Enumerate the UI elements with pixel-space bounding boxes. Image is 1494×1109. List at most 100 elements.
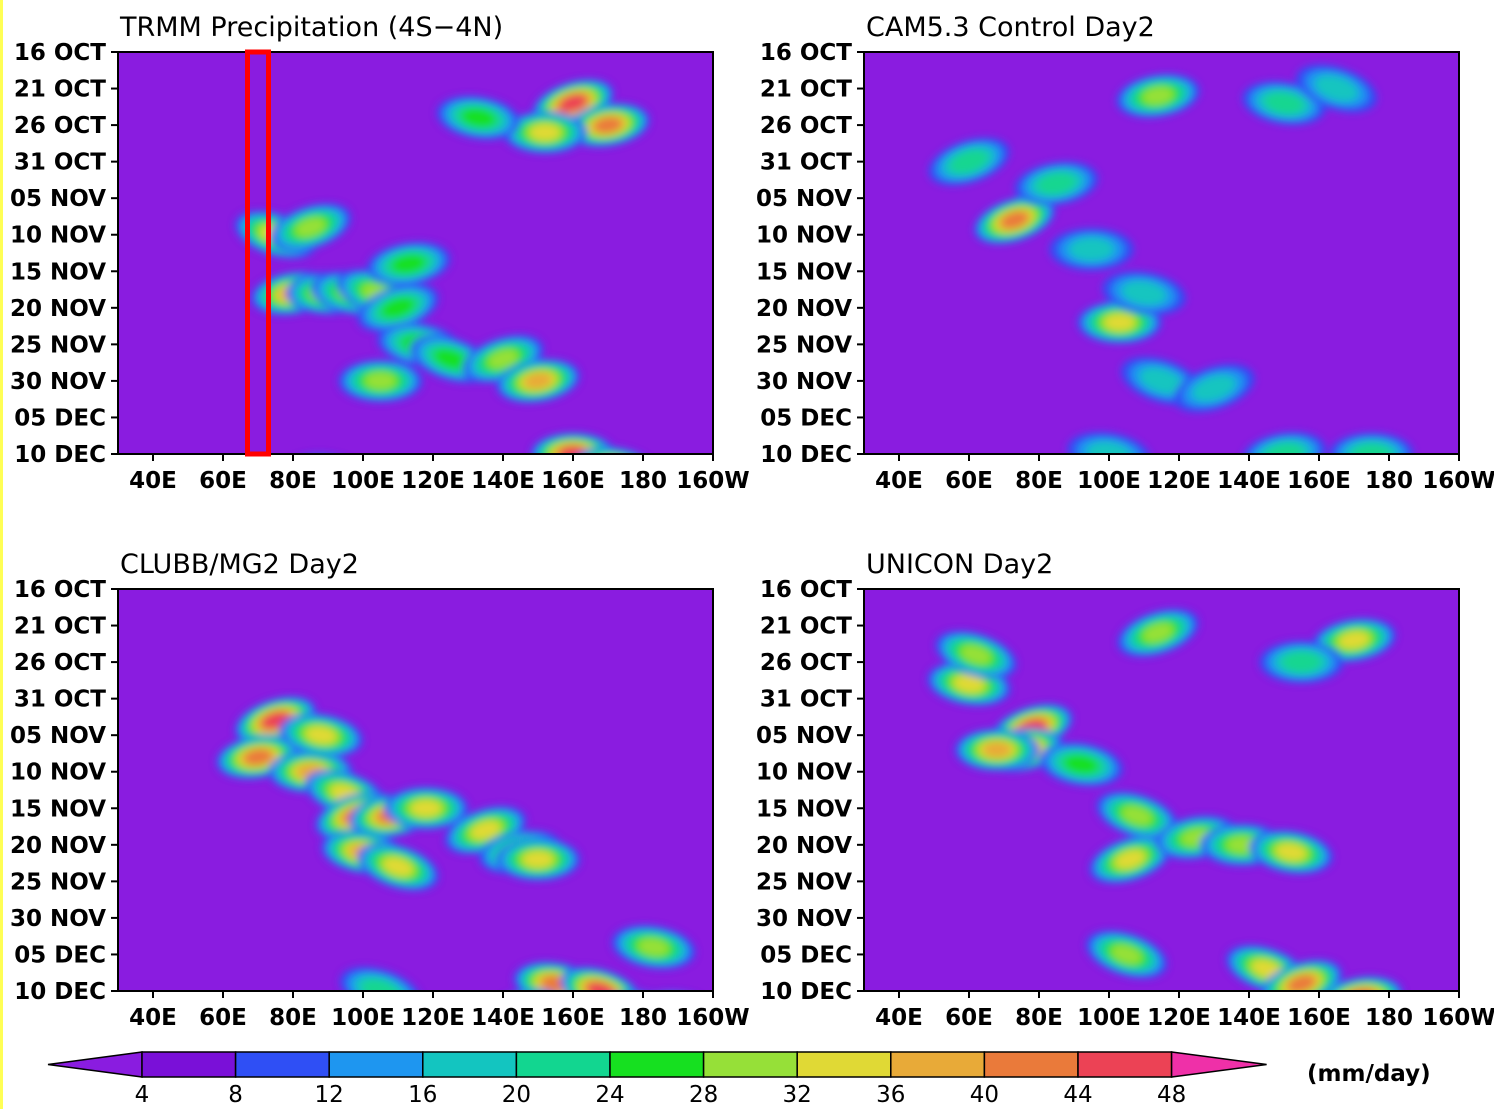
x-tick-label: 160W (676, 468, 749, 494)
precip-cell (1252, 960, 1281, 979)
x-tick-label: 160W (1422, 1005, 1494, 1031)
panel-title: TRMM Precipitation (4S−4N) (119, 12, 503, 43)
colorbar-label: 12 (315, 1082, 344, 1108)
y-tick-label: 26 OCT (14, 650, 106, 676)
precip-cell (1037, 172, 1076, 195)
y-tick-label: 16 OCT (760, 577, 852, 603)
x-tick-label: 180 (619, 1005, 667, 1031)
precip-cell (637, 938, 670, 957)
y-tick-label: 25 NOV (10, 332, 106, 358)
precip-cell (471, 821, 500, 840)
precip-field (927, 609, 1403, 991)
x-tick-label: 140E (471, 1005, 535, 1031)
colorbar-swatch (422, 1051, 518, 1078)
precip-cell (1063, 754, 1099, 775)
colorbar-swatch (983, 1051, 1079, 1078)
x-tick-label: 140E (1217, 1005, 1281, 1031)
precip-cell (361, 979, 400, 991)
precip-cell (983, 741, 1011, 758)
x-tick-label: 100E (1077, 468, 1141, 494)
highlight-box (245, 49, 271, 457)
precip-cell (1192, 374, 1236, 402)
y-tick-label: 16 OCT (760, 40, 852, 66)
y-tick-label: 30 NOV (10, 369, 106, 395)
plot-frame (863, 51, 1460, 455)
precip-cell (383, 857, 413, 876)
x-tick-label: 100E (331, 1005, 395, 1031)
colorbar-swatch (515, 1051, 611, 1078)
precip-cell (1142, 623, 1174, 643)
precip-cell (960, 645, 992, 665)
precip-cell (1001, 211, 1028, 229)
y-tick-label: 05 NOV (756, 723, 852, 749)
x-tick-label: 180 (1365, 1005, 1413, 1031)
precip-field (928, 64, 1414, 454)
colorbar-label: 48 (1157, 1082, 1186, 1108)
y-tick-label: 05 NOV (756, 186, 852, 212)
colorbar-swatch (234, 1051, 330, 1078)
y-tick-label: 25 NOV (10, 869, 106, 895)
x-tick-label: 120E (1147, 1005, 1211, 1031)
y-tick-label: 16 OCT (14, 577, 106, 603)
colorbar-label: 40 (970, 1082, 999, 1108)
y-tick-label: 31 OCT (14, 150, 106, 176)
x-tick-label: 80E (1015, 468, 1063, 494)
panel-3: UNICON Day2 16 OCT 21 OCT 26 OCT 31 OCT 05 NO… (756, 549, 1494, 1031)
precip-cell (381, 297, 415, 319)
precip-cell (530, 124, 560, 141)
y-tick-label: 15 NOV (756, 796, 852, 822)
x-tick-label: 180 (619, 468, 667, 494)
precip-cell (1282, 651, 1321, 673)
y-tick-label: 05 DEC (14, 405, 106, 431)
y-tick-label: 21 OCT (14, 614, 106, 640)
panel-0: TRMM Precipitation (4S−4N) 16 OCT 21 OCT 26… (10, 12, 750, 534)
precip-cell (1121, 805, 1153, 826)
y-tick-label: 30 NOV (10, 906, 106, 932)
y-tick-label: 26 OCT (14, 113, 106, 139)
x-tick-label: 60E (199, 468, 247, 494)
precip-cell (433, 348, 468, 370)
colorbar-swatch (328, 1051, 424, 1078)
precip-cell (523, 851, 553, 868)
precip-cell (571, 494, 632, 532)
plot-frame (117, 51, 714, 455)
precip-cell (244, 749, 272, 765)
precip-cell (575, 496, 626, 528)
precip-cell (566, 491, 636, 534)
precip-cell (1264, 92, 1304, 114)
x-tick-label: 120E (1147, 468, 1211, 494)
panel-1: CAM5.3 Control Day2 16 OCT 21 OCT 26 OCT 31 … (756, 12, 1494, 494)
colorbar-units: (mm/day) (1307, 1061, 1431, 1087)
precip-cell (1142, 86, 1174, 105)
y-tick-label: 05 NOV (10, 723, 106, 749)
y-tick-label: 05 DEC (760, 405, 852, 431)
y-tick-label: 10 DEC (14, 979, 106, 1005)
x-tick-label: 160E (1287, 468, 1351, 494)
y-tick-label: 30 NOV (756, 369, 852, 395)
precip-cell (306, 726, 336, 744)
x-tick-label: 80E (269, 468, 317, 494)
precip-cell (1115, 850, 1145, 869)
colorbar-swatch (702, 1051, 798, 1078)
precip-cell (411, 800, 441, 817)
x-tick-label: 120E (401, 468, 465, 494)
precip-cell (585, 502, 617, 523)
y-tick-label: 16 OCT (14, 40, 106, 66)
x-tick-label: 160W (676, 1005, 749, 1031)
y-tick-label: 05 DEC (760, 942, 852, 968)
precip-cell (1339, 631, 1369, 649)
y-tick-label: 25 NOV (756, 869, 852, 895)
x-tick-label: 40E (875, 468, 923, 494)
x-tick-label: 160E (1287, 1005, 1351, 1031)
x-tick-label: 120E (401, 1005, 465, 1031)
y-tick-label: 21 OCT (760, 77, 852, 103)
precip-cell (1104, 314, 1135, 331)
precip-cell (524, 372, 552, 389)
panel-title: UNICON Day2 (866, 549, 1053, 580)
y-tick-label: 30 NOV (756, 906, 852, 932)
colorbar-swatch (609, 1051, 705, 1078)
y-tick-label: 15 NOV (10, 259, 106, 285)
colorbar-label: 32 (783, 1082, 812, 1108)
x-tick-label: 160E (541, 468, 605, 494)
y-tick-label: 31 OCT (14, 687, 106, 713)
